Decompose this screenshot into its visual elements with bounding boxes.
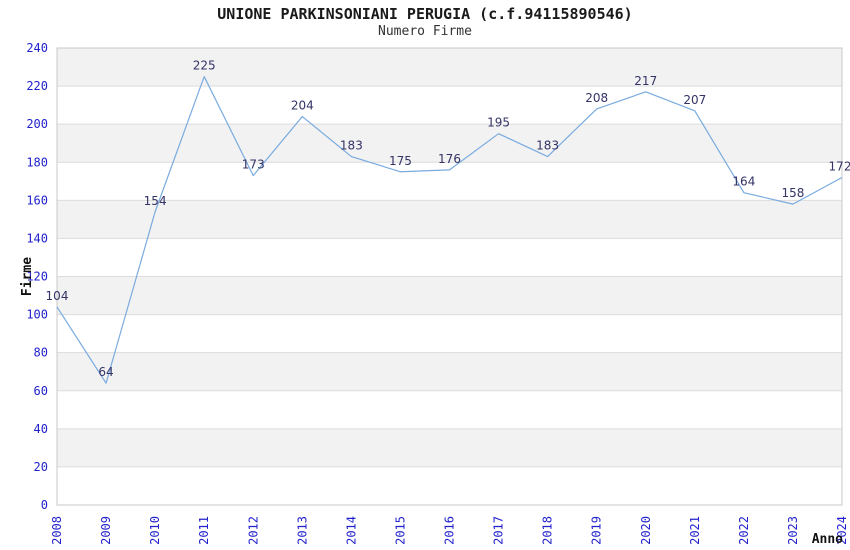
y-tick-label: 200	[26, 117, 48, 131]
y-tick-label: 180	[26, 155, 48, 169]
grid-band	[57, 48, 842, 87]
y-tick-label: 80	[34, 346, 48, 360]
grid-band	[57, 124, 842, 163]
x-tick-label: 2022	[737, 516, 751, 545]
data-point-label: 64	[98, 365, 113, 379]
x-tick-label: 2017	[492, 516, 506, 545]
y-tick-label: 0	[41, 498, 48, 512]
x-tick-label: 2023	[786, 516, 800, 545]
x-tick-label: 2021	[688, 516, 702, 545]
data-point-label: 207	[683, 93, 706, 107]
x-tick-label: 2010	[148, 516, 162, 545]
x-axis-title: Anno	[812, 532, 843, 547]
x-tick-label: 2019	[590, 516, 604, 545]
grid-band	[57, 428, 842, 467]
data-point-label: 183	[340, 139, 363, 153]
data-point-label: 204	[291, 99, 314, 113]
y-tick-label: 240	[26, 41, 48, 55]
y-tick-label: 20	[34, 460, 48, 474]
data-point-label: 104	[46, 289, 69, 303]
grid-band	[57, 200, 842, 239]
y-axis-title: Firme	[20, 257, 35, 296]
plot-border	[56, 47, 843, 506]
data-point-label: 175	[389, 154, 412, 168]
data-point-label: 183	[536, 139, 559, 153]
x-tick-label: 2008	[50, 516, 64, 545]
y-tick-label: 40	[34, 422, 48, 436]
data-point-label: 176	[438, 152, 461, 166]
y-tick-label: 100	[26, 308, 48, 322]
line-series	[56, 75, 843, 384]
x-tick-label: 2016	[443, 516, 457, 545]
x-tick-label: 2024	[835, 516, 849, 545]
data-point-label: 225	[193, 59, 216, 73]
y-tick-label: 160	[26, 193, 48, 207]
x-tick-label: 2009	[99, 516, 113, 545]
x-tick-label: 2011	[197, 516, 211, 545]
y-tick-label: 120	[26, 270, 48, 284]
data-point-label: 154	[144, 194, 167, 208]
data-point-label: 172	[829, 159, 850, 173]
data-point-label: 164	[732, 175, 755, 189]
grid-band	[57, 276, 842, 315]
y-tick-label: 220	[26, 79, 48, 93]
data-point-label: 158	[781, 186, 804, 200]
x-tick-label: 2012	[246, 516, 260, 545]
data-point-label: 173	[242, 158, 265, 172]
y-tick-label: 140	[26, 231, 48, 245]
data-point-label: 217	[634, 74, 657, 88]
x-tick-label: 2014	[344, 516, 358, 545]
x-tick-label: 2018	[541, 516, 555, 545]
chart-subtitle: Numero Firme	[378, 24, 472, 39]
x-tick-label: 2015	[393, 516, 407, 545]
x-tick-label: 2013	[295, 516, 309, 545]
data-point-label: 195	[487, 116, 510, 130]
y-tick-label: 60	[34, 384, 48, 398]
grid-band	[57, 352, 842, 391]
chart-title: UNIONE PARKINSONIANI PERUGIA (c.f.941158…	[217, 5, 633, 23]
data-point-label: 208	[585, 91, 608, 105]
x-tick-label: 2020	[639, 516, 653, 545]
